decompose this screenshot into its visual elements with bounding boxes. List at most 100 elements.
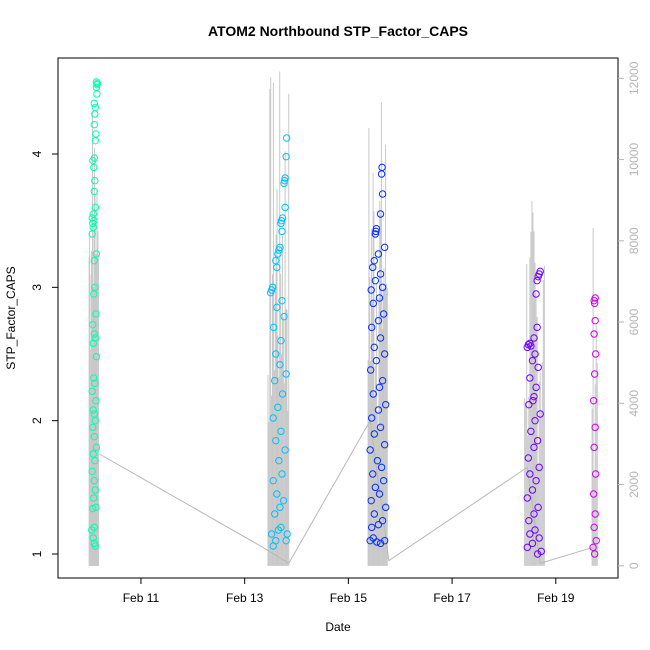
data-point: [91, 283, 99, 292]
data-point: [271, 510, 279, 518]
data-point: [371, 483, 380, 492]
x-axis-label: Date: [325, 620, 351, 634]
data-point: [366, 366, 375, 374]
data-point: [91, 136, 100, 145]
data-point: [378, 516, 387, 525]
y-tick-label: 4: [30, 150, 44, 157]
data-point: [367, 286, 375, 294]
right-tick-label: 0: [627, 562, 641, 569]
data-point: [89, 320, 97, 329]
data-point: [91, 334, 100, 342]
data-point: [376, 334, 385, 342]
data-point: [92, 310, 100, 318]
data-point: [92, 83, 101, 92]
data-point: [89, 210, 97, 218]
data-point: [90, 523, 98, 532]
data-point: [90, 256, 98, 265]
data-point: [90, 432, 98, 441]
data-point: [534, 503, 542, 512]
data-point: [271, 376, 279, 385]
data-point: [92, 396, 100, 405]
data-point: [367, 496, 375, 505]
data-point: [529, 396, 537, 405]
data-point: [589, 490, 598, 498]
data-point: [590, 443, 598, 452]
data-points: [88, 78, 600, 558]
data-point: [90, 187, 98, 196]
data-point: [374, 250, 383, 258]
right-tick-label: 8000: [627, 227, 641, 254]
x-tick-label: Feb 11: [123, 591, 160, 605]
data-point: [380, 350, 389, 358]
data-point: [382, 503, 390, 512]
data-point: [268, 283, 277, 292]
data-point: [280, 179, 288, 188]
data-point: [92, 130, 100, 138]
data-point: [281, 174, 289, 182]
data-point: [533, 323, 541, 332]
data-point: [370, 343, 378, 352]
data-point: [591, 294, 599, 302]
data-point: [372, 224, 381, 233]
data-point: [530, 443, 538, 452]
data-point: [89, 534, 97, 542]
data-point: [272, 350, 280, 358]
data-point: [90, 163, 98, 172]
data-point: [373, 456, 382, 465]
data-point: [369, 534, 377, 542]
data-point: [528, 356, 537, 365]
data-point: [536, 410, 544, 418]
data-point: [267, 530, 276, 538]
data-point: [527, 342, 535, 350]
data-point: [371, 230, 380, 238]
data-point: [530, 392, 538, 401]
data-point: [92, 78, 101, 86]
data-point: [269, 414, 277, 422]
plot-frame: [57, 57, 619, 579]
data-point: [277, 219, 285, 228]
data-point: [369, 470, 377, 478]
data-point: [277, 427, 285, 436]
data-point: [590, 523, 598, 532]
data-point: [272, 256, 280, 265]
y-tick-label: 1: [30, 550, 44, 557]
data-point: [277, 336, 285, 345]
data-point: [376, 210, 385, 218]
data-point: [272, 536, 280, 545]
data-point: [91, 379, 99, 388]
data-point: [380, 243, 389, 252]
data-point: [91, 176, 99, 185]
data-point: [591, 316, 599, 325]
data-point: [90, 120, 98, 129]
data-point: [282, 152, 290, 161]
data-point: [282, 370, 290, 378]
data-point: [92, 352, 101, 361]
data-point: [366, 446, 374, 454]
data-point: [370, 430, 378, 438]
data-point: [530, 334, 538, 342]
x-tick-label: Feb 19: [537, 591, 575, 605]
data-point: [88, 467, 96, 476]
data-point: [376, 423, 385, 432]
data-point: [370, 510, 378, 518]
data-point: [378, 163, 386, 172]
data-point: [278, 470, 286, 478]
data-point: [532, 476, 540, 485]
data-point: [90, 374, 98, 382]
data-point: [369, 263, 377, 272]
x-tick-label: Feb 13: [226, 591, 264, 605]
data-point: [272, 436, 280, 445]
data-point: [533, 276, 541, 285]
data-point: [535, 534, 543, 542]
data-point: [280, 176, 289, 185]
x-tick-label: Feb 15: [330, 591, 368, 605]
chart-title: ATOM2 Northbound STP_Factor_CAPS: [208, 23, 468, 39]
data-point: [91, 203, 100, 212]
right-tick-label: 12000: [627, 61, 641, 95]
data-point: [92, 443, 101, 452]
data-point: [375, 490, 384, 498]
data-point: [369, 299, 377, 308]
data-point: [374, 406, 383, 414]
data-point: [88, 387, 96, 396]
